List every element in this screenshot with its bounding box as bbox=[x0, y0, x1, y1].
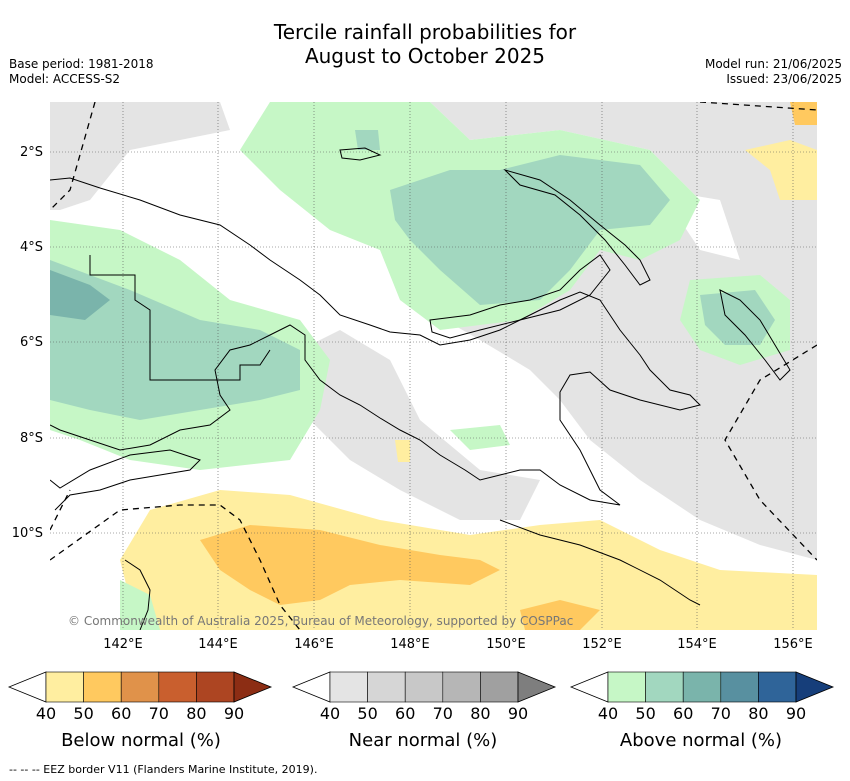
colorbar-segment bbox=[682, 671, 722, 703]
colorbar-above-normal: 40 50 60 70 80 90 bbox=[569, 671, 835, 723]
new-guinea-coast bbox=[50, 177, 701, 506]
probability-field: © Commonwealth of Australia 2025, Bureau… bbox=[50, 102, 817, 630]
lon-label: 154°E bbox=[677, 637, 717, 652]
colorbar-segment bbox=[758, 671, 797, 703]
lon-label: 156°E bbox=[773, 637, 813, 652]
colorbar-tick-label: 70 bbox=[149, 704, 169, 723]
country-border bbox=[89, 255, 271, 381]
lon-label: 148°E bbox=[390, 637, 430, 652]
below-normal-title: Below normal (%) bbox=[61, 730, 221, 751]
colorbar-min-arrow bbox=[569, 671, 609, 703]
lat-label: 2°S bbox=[20, 145, 43, 160]
colorbar-segment bbox=[442, 671, 481, 703]
lat-label: 6°S bbox=[20, 335, 43, 350]
eez-footnote: -- -- -- EEZ border V11 (Flanders Marine… bbox=[9, 763, 318, 776]
colorbar-tick-label: 40 bbox=[598, 704, 618, 723]
colorbar-tick-label: 50 bbox=[357, 704, 377, 723]
below-normal-50-south bbox=[200, 525, 500, 605]
lat-label: 10°S bbox=[12, 526, 43, 541]
above-normal-area-se bbox=[450, 425, 510, 450]
bougainville-coast bbox=[719, 289, 791, 381]
lon-label: 152°E bbox=[582, 637, 622, 652]
near-normal-area-nw bbox=[50, 102, 230, 210]
cape-york-coast bbox=[124, 559, 151, 630]
issued-date: Issued: 23/06/2025 bbox=[726, 72, 842, 86]
colorbar-max-arrow bbox=[795, 671, 835, 703]
colorbar-tick-label: 80 bbox=[470, 704, 490, 723]
colorbar-segment bbox=[45, 671, 84, 703]
colorbar-tick-label: 60 bbox=[673, 704, 693, 723]
colorbar-segment bbox=[720, 671, 759, 703]
colorbar-min-arrow bbox=[7, 671, 47, 703]
torres-coast bbox=[50, 449, 201, 511]
colorbar-tick-label: 50 bbox=[635, 704, 655, 723]
colorbar-segment bbox=[329, 671, 368, 703]
colorbar-tick-label: 80 bbox=[748, 704, 768, 723]
colorbar-segment bbox=[83, 671, 122, 703]
colorbar-tick-label: 60 bbox=[395, 704, 415, 723]
colorbar-segment bbox=[480, 671, 519, 703]
colorbar-tick-label: 40 bbox=[320, 704, 340, 723]
colorbar-below-normal: 40 50 60 70 80 90 bbox=[7, 671, 273, 723]
colorbar-near-normal: 40 50 60 70 80 90 bbox=[291, 671, 557, 723]
eez-border bbox=[50, 102, 817, 630]
lon-label: 150°E bbox=[486, 637, 526, 652]
near-normal-area-central bbox=[300, 330, 540, 520]
colorbar-tick-label: 40 bbox=[36, 704, 56, 723]
new-britain-coast bbox=[429, 254, 611, 339]
colorbar-segment bbox=[120, 671, 160, 703]
title-line-2: August to October 2025 bbox=[304, 44, 546, 68]
colorbar-max-arrow bbox=[517, 671, 557, 703]
lat-label: 8°S bbox=[20, 431, 43, 446]
model-info: Base period: 1981-2018 Model: ACCESS-S2 bbox=[9, 57, 154, 87]
colorbar-tick-label: 90 bbox=[786, 704, 806, 723]
colorbar-tick-label: 50 bbox=[73, 704, 93, 723]
colorbar-segment bbox=[645, 671, 684, 703]
colorbar-tick-label: 70 bbox=[433, 704, 453, 723]
lon-labels: 142°E 144°E 146°E 148°E 150°E 152°E 154°… bbox=[103, 637, 813, 652]
map-title: Tercile rainfall probabilities for Augus… bbox=[0, 20, 850, 68]
colorbar-segment bbox=[404, 671, 444, 703]
colorbar-segment bbox=[607, 671, 646, 703]
lon-label: 142°E bbox=[103, 637, 143, 652]
above-normal-title: Above normal (%) bbox=[619, 730, 783, 751]
above-normal-60-west bbox=[50, 270, 110, 320]
lat-labels: 2°S 4°S 6°S 8°S 10°S bbox=[12, 145, 43, 541]
lon-label: 144°E bbox=[198, 637, 238, 652]
above-normal-50-north bbox=[390, 155, 670, 305]
manus-coast bbox=[339, 147, 382, 161]
title-line-1: Tercile rainfall probabilities for bbox=[273, 20, 577, 44]
model-name: Model: ACCESS-S2 bbox=[9, 72, 121, 86]
colorbar-segment bbox=[367, 671, 406, 703]
colorbar-segment bbox=[196, 671, 235, 703]
colorbar-segment bbox=[158, 671, 197, 703]
colorbar-tick-label: 60 bbox=[111, 704, 131, 723]
new-ireland-coast bbox=[503, 168, 651, 286]
near-normal-title: Near normal (%) bbox=[348, 730, 498, 751]
lat-label: 4°S bbox=[20, 240, 43, 255]
colorbar-tick-label: 90 bbox=[508, 704, 528, 723]
lon-label: 146°E bbox=[294, 637, 334, 652]
colorbar-min-arrow bbox=[291, 671, 331, 703]
model-run: Model run: 21/06/2025 bbox=[704, 57, 842, 71]
colorbar-tick-label: 70 bbox=[711, 704, 731, 723]
colorbar-max-arrow bbox=[233, 671, 273, 703]
colorbar-tick-label: 90 bbox=[224, 704, 244, 723]
above-normal-50-east bbox=[700, 290, 775, 345]
run-info: Model run: 21/06/2025 Issued: 23/06/2025 bbox=[705, 57, 842, 87]
colorbar-tick-label: 80 bbox=[186, 704, 206, 723]
louisiade-coast bbox=[499, 519, 701, 606]
below-normal-area-ne bbox=[745, 140, 817, 200]
base-period: Base period: 1981-2018 bbox=[9, 57, 154, 71]
coastlines bbox=[50, 147, 791, 630]
copyright-text: © Commonwealth of Australia 2025, Bureau… bbox=[68, 614, 573, 628]
